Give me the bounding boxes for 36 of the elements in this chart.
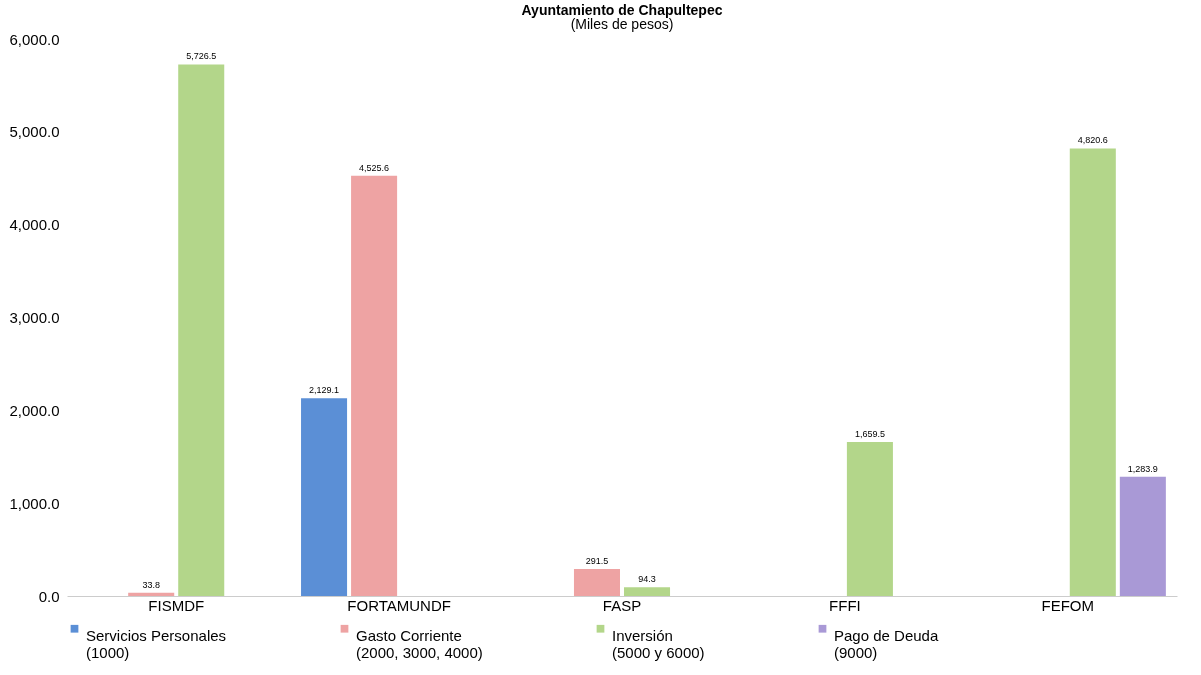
y-tick-label: 5,000.0 [9,123,60,141]
legend-label: Gasto Corriente (2000, 3000, 4000) [356,626,483,661]
x-tick-label: FASP [602,596,642,614]
x-tick-label: FFFI [829,596,861,614]
chart-subtitle: (Miles de pesos) [570,16,674,32]
data-label: 4,820.6 [1077,135,1108,146]
x-tick-label: FEFOM [1041,596,1095,614]
legend-label: Servicios Personales (1000) [86,626,227,661]
y-tick-label: 4,000.0 [9,216,60,234]
y-tick-label: 1,000.0 [9,494,60,512]
data-label: 4,525.6 [359,162,390,173]
bar [1119,476,1166,596]
data-label: 2,129.1 [309,385,340,396]
x-tick-label: FISMDF [148,596,205,614]
chart-title: Ayuntamiento de Chapultepec [521,2,723,18]
y-tick-label: 0.0 [38,587,60,605]
y-tick-label: 3,000.0 [9,309,60,326]
bar [351,175,398,596]
data-label: 1,283.9 [1127,463,1158,474]
data-label: 94.3 [638,574,656,585]
x-tick-label: FORTAMUNDF [347,596,451,614]
bar [846,441,893,596]
data-label: 1,659.5 [854,428,885,439]
bar [301,398,348,596]
y-tick-label: 6,000.0 [9,30,60,48]
bar [178,64,225,596]
bar [128,592,175,596]
data-label: 33.8 [142,579,160,590]
data-label: 291.5 [585,555,609,566]
bar [624,587,671,596]
bar [1069,148,1116,596]
legend-label: Inversión (5000 y 6000) [612,626,705,661]
bar [573,568,620,596]
legend-label: Pago de Deuda (9000) [834,626,939,661]
y-tick-label: 2,000.0 [9,401,60,419]
data-label: 5,726.5 [186,51,217,62]
